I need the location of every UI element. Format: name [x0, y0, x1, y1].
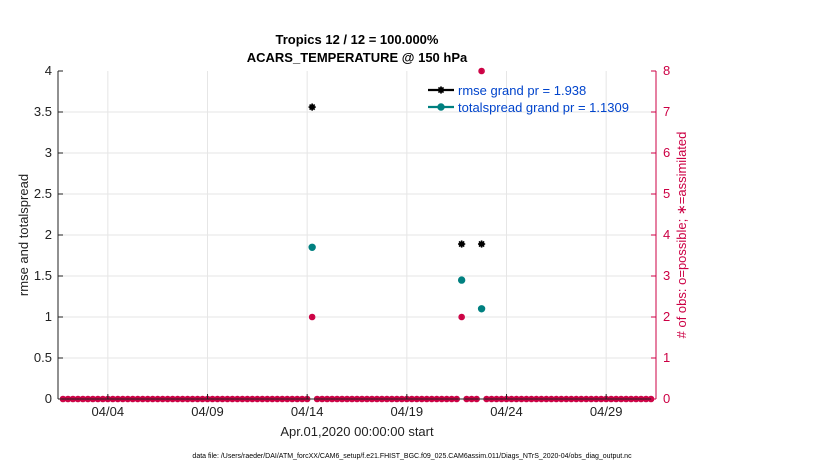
- y2-tick-label: 6: [663, 145, 670, 160]
- y2-tick-label: 2: [663, 309, 670, 324]
- grid: [58, 71, 656, 399]
- x-tick-label: 04/29: [590, 404, 623, 419]
- y-tick-label: 4: [45, 63, 52, 78]
- y-tick-label: 2: [45, 227, 52, 242]
- legend-marker: [437, 103, 445, 111]
- y2-tick-label: 7: [663, 104, 670, 119]
- obs-assimilated-point: [459, 314, 465, 320]
- chart-subtitle: ACARS_TEMPERATURE @ 150 hPa: [247, 50, 468, 65]
- y2-tick-label: 8: [663, 63, 670, 78]
- legend-entry: totalspread grand pr = 1.1309: [458, 100, 629, 115]
- chart-title: Tropics 12 / 12 = 100.000%: [276, 32, 439, 47]
- rmse-point-core: [478, 241, 485, 247]
- data-file-footer: data file: /Users/raeder/DAI/ATM_forcXX/…: [192, 453, 632, 460]
- totalspread-point: [457, 276, 466, 284]
- x-axis-label: Apr.01,2020 00:00:00 start: [280, 424, 434, 439]
- y2-tick-label: 0: [663, 391, 670, 406]
- obs-assimilated-point: [478, 68, 485, 74]
- y-tick-label: 1.5: [34, 268, 52, 283]
- totalspread-point: [477, 305, 486, 313]
- x-tick-label: 04/09: [191, 404, 224, 419]
- obs-assimilated-point: [309, 314, 315, 320]
- y-tick-label: 3.5: [34, 104, 52, 119]
- x-tick-label: 04/24: [490, 404, 523, 419]
- x-tick-label: 04/14: [291, 404, 324, 419]
- totalspread-point: [308, 243, 316, 252]
- y-tick-label: 0.5: [34, 350, 52, 365]
- x-tick-label: 04/04: [92, 404, 125, 419]
- x-tick-label: 04/19: [391, 404, 424, 419]
- rmse-point-core: [309, 104, 315, 110]
- y2-tick-label: 1: [663, 350, 670, 365]
- legend-marker-core: [438, 87, 444, 93]
- y-tick-label: 2.5: [34, 186, 52, 201]
- obs-possible-point: [308, 313, 316, 321]
- y2-tick-label: 5: [663, 186, 670, 201]
- y2-axis-label: # of obs: o=possible; ∗=assimilated: [674, 132, 689, 339]
- legend-entry: rmse grand pr = 1.938: [458, 83, 586, 98]
- rmse-point-core: [458, 241, 465, 247]
- axes: 04/04 04/09 04/14 04/19 04/24 04/29 0 0.5 1 1.5 2 2…: [34, 63, 670, 419]
- y-axis-label: rmse and totalspread: [16, 174, 31, 296]
- legend: rmse grand pr = 1.938 totalspread grand p…: [428, 83, 629, 115]
- y2-tick-label: 3: [663, 268, 670, 283]
- y2-tick-label: 4: [663, 227, 670, 242]
- y-tick-label: 0: [45, 391, 52, 406]
- obs-possible-point: [478, 67, 485, 75]
- obs-possible-point: [458, 313, 465, 321]
- y-tick-label: 3: [45, 145, 52, 160]
- y-tick-label: 1: [45, 309, 52, 324]
